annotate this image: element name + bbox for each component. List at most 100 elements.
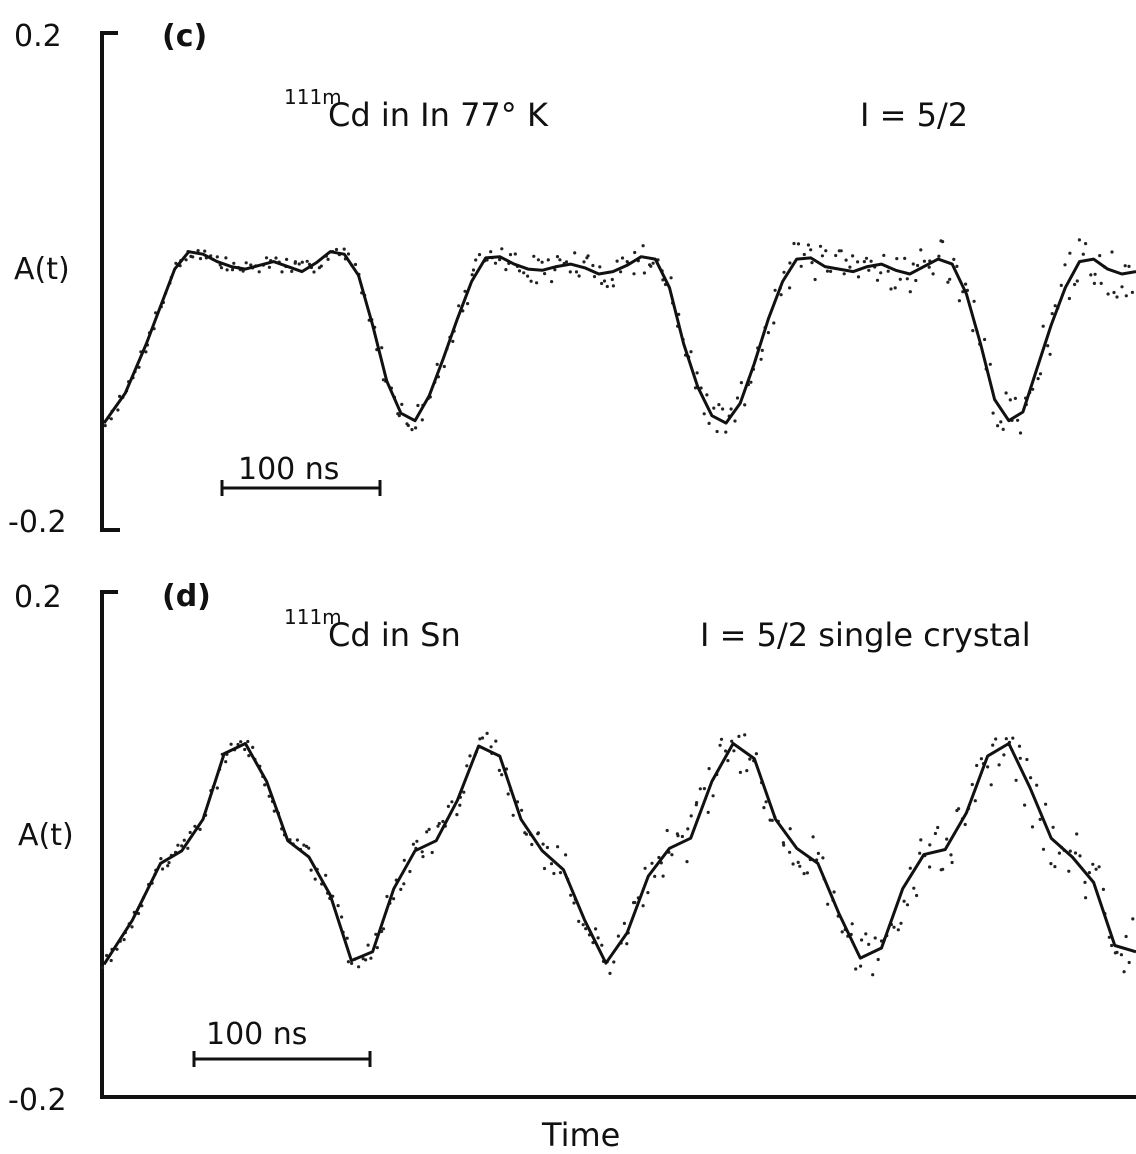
data-point xyxy=(345,936,349,940)
x-axis-label: Time xyxy=(541,1116,620,1154)
data-point xyxy=(1063,263,1067,267)
data-point xyxy=(555,255,560,259)
data-point xyxy=(307,846,311,850)
data-point xyxy=(182,838,186,842)
data-point xyxy=(1041,324,1045,328)
data-point xyxy=(402,858,406,862)
data-point xyxy=(615,259,619,263)
data-point xyxy=(334,247,339,252)
data-point xyxy=(832,890,836,894)
data-point xyxy=(508,253,513,257)
data-point xyxy=(955,264,959,268)
data-point xyxy=(859,964,863,968)
data-point xyxy=(788,261,792,265)
data-point xyxy=(463,289,467,293)
panel-c-y-label: A(t) xyxy=(14,252,70,287)
data-point xyxy=(1053,304,1057,308)
data-point xyxy=(247,754,251,758)
data-point xyxy=(420,418,424,422)
data-point xyxy=(919,838,923,842)
data-point xyxy=(511,813,515,817)
data-point xyxy=(1127,264,1131,268)
panel-d-fit-curve xyxy=(102,742,1136,966)
data-point xyxy=(1016,418,1020,422)
data-point xyxy=(905,277,909,281)
data-point xyxy=(480,736,485,740)
data-point xyxy=(760,348,764,352)
data-point xyxy=(369,956,373,960)
data-point xyxy=(543,272,547,276)
data-point xyxy=(1094,867,1098,871)
data-point xyxy=(1004,391,1008,395)
data-point xyxy=(1014,778,1018,782)
data-point xyxy=(436,824,440,828)
data-point xyxy=(632,272,636,276)
data-point xyxy=(584,927,588,931)
data-point xyxy=(764,800,768,804)
data-point xyxy=(912,886,916,890)
data-point xyxy=(489,745,493,749)
data-point xyxy=(435,362,439,366)
panel-d-axes xyxy=(100,590,1136,1099)
data-point xyxy=(415,839,419,843)
data-point xyxy=(594,927,598,931)
data-point xyxy=(970,782,974,787)
data-point xyxy=(400,402,404,406)
data-point xyxy=(274,256,278,260)
data-point xyxy=(1057,851,1061,855)
data-point xyxy=(650,861,654,865)
data-point xyxy=(997,763,1001,767)
data-point xyxy=(546,258,550,262)
data-point xyxy=(871,973,875,977)
data-point xyxy=(550,280,554,284)
data-point xyxy=(732,749,736,753)
data-point xyxy=(326,257,330,261)
data-point xyxy=(166,864,170,868)
data-point xyxy=(957,807,961,811)
data-point xyxy=(1068,849,1072,853)
data-point xyxy=(290,269,294,273)
data-point xyxy=(219,266,224,270)
data-point xyxy=(1073,851,1078,855)
data-point xyxy=(879,271,883,275)
data-point xyxy=(717,403,721,407)
data-point xyxy=(754,752,759,756)
data-point xyxy=(174,261,178,265)
data-point xyxy=(1122,970,1126,974)
data-point xyxy=(941,240,945,244)
data-point xyxy=(549,862,554,866)
data-point xyxy=(513,252,517,256)
data-point xyxy=(616,934,621,938)
data-point xyxy=(834,253,838,258)
data-point xyxy=(297,262,301,266)
data-point xyxy=(971,329,975,333)
data-point xyxy=(1044,802,1048,806)
data-point xyxy=(541,842,545,846)
data-point xyxy=(730,739,734,743)
data-point xyxy=(824,249,828,253)
data-point xyxy=(520,808,524,812)
data-point xyxy=(586,254,590,258)
data-point xyxy=(798,864,802,868)
data-point xyxy=(1093,272,1097,276)
data-point xyxy=(1067,296,1071,301)
data-point xyxy=(582,260,586,264)
data-point xyxy=(988,362,992,366)
data-point xyxy=(1004,737,1008,741)
panel-d-scale-bar: 100 ns xyxy=(192,1017,372,1067)
data-point xyxy=(689,814,693,818)
data-point xyxy=(309,868,313,872)
data-point xyxy=(1077,238,1081,242)
data-point xyxy=(414,426,418,430)
data-point xyxy=(500,247,504,251)
data-point xyxy=(545,845,550,850)
data-point xyxy=(796,242,801,246)
data-point xyxy=(522,271,526,275)
data-point xyxy=(300,260,304,264)
data-point xyxy=(346,960,350,964)
data-point xyxy=(876,957,880,962)
data-point xyxy=(620,256,625,260)
data-point xyxy=(1051,825,1055,829)
data-point xyxy=(466,302,470,306)
data-point xyxy=(685,860,689,864)
